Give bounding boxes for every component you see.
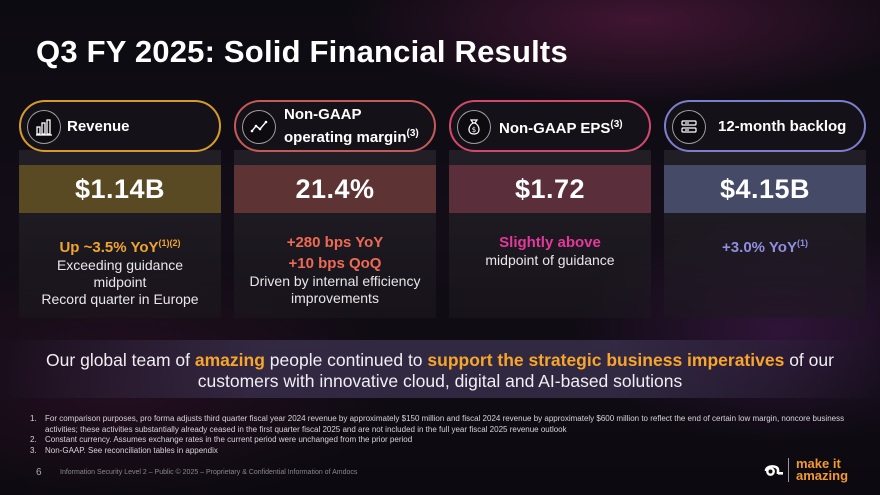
trend-line-icon bbox=[242, 110, 276, 144]
revenue-label: Revenue bbox=[67, 117, 130, 135]
eps-headline: Slightly above bbox=[499, 234, 601, 251]
footnote-2: 2. Constant currency. Assumes exchange ra… bbox=[30, 435, 860, 446]
eps-label: Non-GAAP EPS(3) bbox=[499, 115, 623, 138]
summary-accent-1: amazing bbox=[194, 350, 265, 370]
margin-card: Non-GAAP operating margin(3) bbox=[234, 100, 436, 152]
backlog-label: 12-month backlog bbox=[718, 117, 847, 135]
summary-part-3: of our customers with innovative cloud, … bbox=[197, 350, 834, 391]
revenue-value: $1.14B bbox=[19, 165, 221, 213]
revenue-detail-line3: Record quarter in Europe bbox=[41, 291, 199, 307]
margin-label-sup: (3) bbox=[406, 128, 419, 139]
margin-details: +280 bps YoY +10 bps QoQ Driven by inter… bbox=[234, 234, 436, 307]
revenue-details: Up ~3.5% YoY(1)(2) Exceeding guidance mi… bbox=[19, 234, 221, 308]
eps-label-text: Non-GAAP EPS bbox=[499, 119, 611, 137]
margin-detail-line2: improvements bbox=[291, 290, 379, 306]
summary-banner bbox=[0, 340, 880, 398]
revenue-card: Revenue bbox=[19, 100, 221, 152]
footnote-1: 1. For comparison purposes, pro forma adj… bbox=[30, 414, 860, 435]
page-title: Q3 FY 2025: Solid Financial Results bbox=[36, 34, 568, 69]
footnote-3-text: Non-GAAP. See reconciliation tables in a… bbox=[45, 445, 218, 455]
margin-label-line1: Non-GAAP bbox=[284, 106, 362, 123]
logo-line-2: amazing bbox=[796, 468, 849, 483]
revenue-headline: Up ~3.5% YoY bbox=[59, 239, 159, 256]
footnote-3: 3. Non-GAAP. See reconciliation tables in… bbox=[30, 446, 860, 457]
backlog-details: +3.0% YoY(1) bbox=[664, 234, 866, 257]
eps-label-sup: (3) bbox=[610, 118, 623, 130]
backlog-headline-sup: (1) bbox=[796, 238, 808, 248]
page-number: 6 bbox=[36, 467, 42, 478]
logo-divider bbox=[788, 458, 789, 482]
margin-headline-1: +280 bps YoY bbox=[286, 234, 384, 251]
svg-text:$: $ bbox=[472, 126, 476, 134]
backlog-list-icon bbox=[672, 110, 706, 144]
footnote-1-text: For comparison purposes, pro forma adjus… bbox=[45, 414, 845, 434]
summary-part-2: people continued to bbox=[264, 350, 428, 370]
margin-label: Non-GAAP operating margin(3) bbox=[284, 105, 419, 147]
logo-line-1: make it bbox=[796, 456, 841, 471]
margin-value: 21.4% bbox=[234, 165, 436, 213]
revenue-headline-sup: (1)(2) bbox=[158, 238, 181, 248]
footnote-3-number: 3. bbox=[30, 445, 37, 455]
revenue-chart-icon bbox=[27, 110, 61, 144]
amdocs-logo-icon bbox=[762, 459, 784, 482]
margin-label-line2: operating margin bbox=[284, 129, 407, 146]
confidentiality-notice: Information Security Level 2 – Public © … bbox=[60, 469, 358, 476]
eps-detail-line1: midpoint of guidance bbox=[485, 252, 615, 268]
revenue-detail-line2: midpoint bbox=[93, 274, 147, 290]
margin-detail-line1: Driven by internal efficiency bbox=[249, 273, 421, 289]
eps-value: $1.72 bbox=[449, 165, 651, 213]
footnotes: 1. For comparison purposes, pro forma adj… bbox=[30, 414, 860, 456]
footnote-2-text: Constant currency. Assumes exchange rate… bbox=[45, 435, 413, 444]
margin-headline-2: +10 bps QoQ bbox=[288, 255, 382, 272]
backlog-value: $4.15B bbox=[664, 165, 866, 213]
eps-details: Slightly above midpoint of guidance bbox=[449, 234, 651, 269]
backlog-card: 12-month backlog bbox=[664, 100, 866, 152]
make-it-amazing-logo: make it amazing bbox=[796, 456, 849, 483]
revenue-detail-line1: Exceeding guidance bbox=[56, 257, 184, 273]
summary-text: Our global team of amazing people contin… bbox=[40, 350, 840, 392]
footnote-1-number: 1. bbox=[30, 414, 37, 423]
footnote-2-number: 2. bbox=[30, 435, 37, 444]
eps-card: $ Non-GAAP EPS(3) bbox=[449, 100, 651, 152]
money-bag-icon: $ bbox=[457, 110, 491, 144]
summary-accent-2: support the strategic business imperativ… bbox=[427, 350, 785, 370]
backlog-headline: +3.0% YoY bbox=[722, 239, 797, 256]
summary-part-1: Our global team of bbox=[46, 350, 195, 370]
